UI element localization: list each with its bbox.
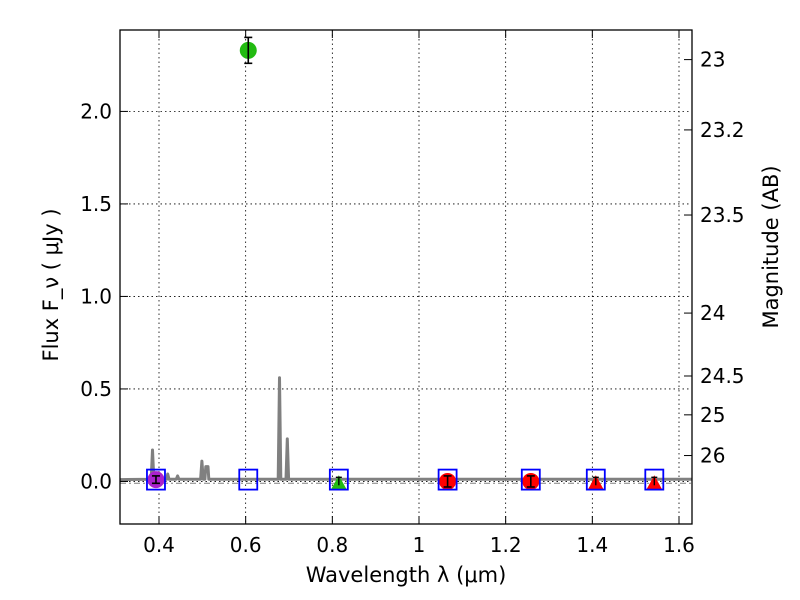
x-tick-label: 1: [413, 533, 426, 557]
y-tick-label: 0.5: [80, 377, 112, 401]
model-photometry-square: [520, 468, 541, 491]
mag-tick-label: 23.5: [700, 203, 745, 227]
x-tick-label: 1.4: [576, 533, 608, 557]
y-axis-label: Flux F_ν ( μJy ): [39, 208, 64, 361]
x-tick-label: 1.6: [663, 533, 695, 557]
model-photometry-square: [146, 468, 166, 491]
y-tick-label: 2.0: [80, 99, 112, 123]
mag-tick-label: 24.5: [700, 364, 745, 388]
axis-ticks: 0.4 0.6 0.8 1 1.2 1.4 1.6 0.0 0.5 1.0 1.5 2.0 23 23.2…: [80, 30, 745, 557]
mag-tick-label: 23.2: [700, 118, 745, 142]
plot-frame: [119, 29, 693, 525]
x-tick-label: 0.6: [230, 533, 262, 557]
x-tick-label: 1.2: [490, 533, 522, 557]
mag-tick-label: 23: [700, 48, 725, 72]
model-photometry-square: [437, 468, 458, 491]
mag-tick-label: 25: [700, 403, 725, 427]
photometry-layer: [146, 36, 665, 491]
model-spectrum-layer: [119, 376, 692, 484]
model-photometry-square: [238, 468, 259, 491]
mag-tick-label: 24: [700, 301, 725, 325]
grid-lines: [120, 30, 692, 524]
y-tick-label: 0.0: [80, 469, 112, 493]
x-axis-label: Wavelength λ (μm): [306, 563, 507, 587]
y-tick-label: 1.0: [80, 284, 112, 308]
model-photometry-square: [644, 468, 665, 491]
x-tick-label: 0.4: [143, 533, 175, 557]
model-spectrum-line: [119, 376, 692, 482]
y-tick-label: 1.5: [80, 192, 112, 216]
x-tick-label: 0.8: [316, 533, 348, 557]
model-photometry-square: [328, 468, 349, 491]
mag-tick-label: 26: [700, 444, 725, 468]
model-photometry-square: [585, 468, 606, 491]
right-axis-label: Magnitude (AB): [759, 165, 783, 328]
